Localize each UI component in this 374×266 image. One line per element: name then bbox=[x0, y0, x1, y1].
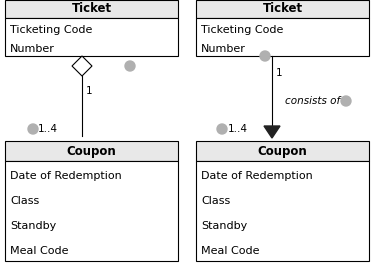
Text: Class: Class bbox=[10, 196, 39, 206]
Bar bbox=[196, 141, 369, 161]
Text: Date of Redemption: Date of Redemption bbox=[10, 171, 122, 181]
Bar bbox=[5, 161, 178, 261]
Text: Ticket: Ticket bbox=[71, 2, 111, 15]
Text: 1..4: 1..4 bbox=[38, 124, 58, 134]
Text: Date of Redemption: Date of Redemption bbox=[201, 171, 313, 181]
Circle shape bbox=[217, 124, 227, 134]
Bar bbox=[196, 161, 369, 261]
Text: consists of: consists of bbox=[285, 96, 340, 106]
Text: Standby: Standby bbox=[10, 221, 56, 231]
Circle shape bbox=[341, 96, 351, 106]
Text: 1: 1 bbox=[276, 68, 283, 78]
Circle shape bbox=[28, 124, 38, 134]
Text: Number: Number bbox=[10, 44, 55, 54]
Text: Standby: Standby bbox=[201, 221, 247, 231]
Polygon shape bbox=[264, 126, 280, 138]
Bar bbox=[196, 18, 369, 56]
Text: Coupon: Coupon bbox=[67, 144, 116, 157]
Text: Coupon: Coupon bbox=[258, 144, 307, 157]
Bar bbox=[5, 0, 178, 18]
Bar bbox=[5, 141, 178, 161]
Text: 1..4: 1..4 bbox=[228, 124, 248, 134]
Text: 1: 1 bbox=[86, 86, 93, 96]
Polygon shape bbox=[72, 56, 92, 76]
Circle shape bbox=[260, 51, 270, 61]
Bar bbox=[196, 0, 369, 18]
Text: Ticketing Code: Ticketing Code bbox=[10, 25, 92, 35]
Text: Number: Number bbox=[201, 44, 246, 54]
Text: Ticket: Ticket bbox=[263, 2, 303, 15]
Text: Meal Code: Meal Code bbox=[10, 246, 68, 256]
Text: Ticketing Code: Ticketing Code bbox=[201, 25, 283, 35]
Text: Class: Class bbox=[201, 196, 230, 206]
Text: Meal Code: Meal Code bbox=[201, 246, 260, 256]
Circle shape bbox=[125, 61, 135, 71]
Bar bbox=[5, 18, 178, 56]
